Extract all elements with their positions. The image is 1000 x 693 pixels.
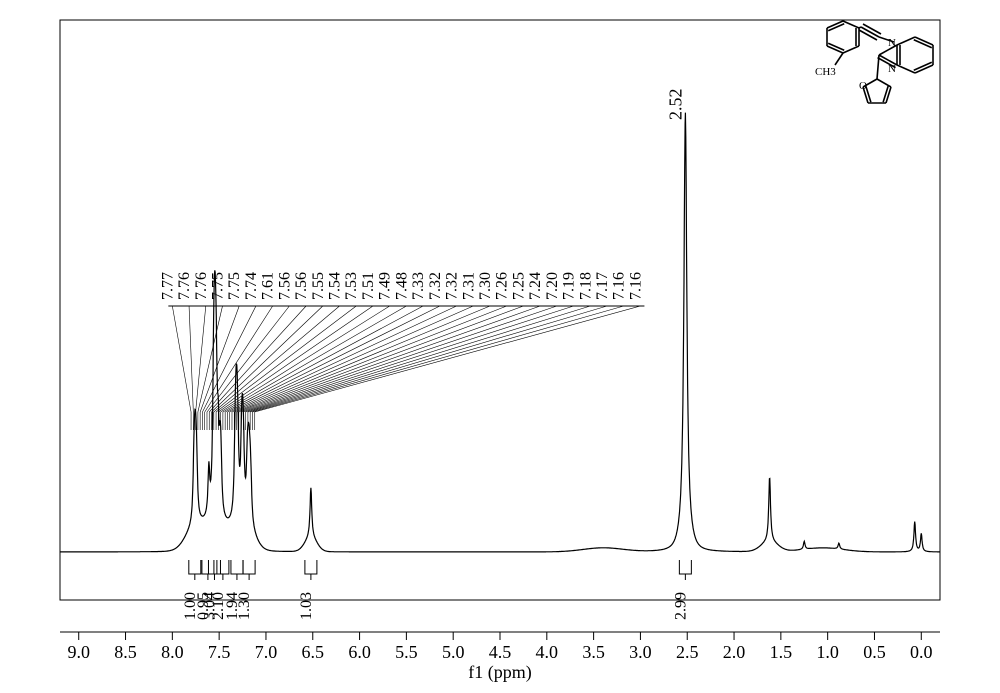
x-tick-label: 4.5 [489, 642, 512, 662]
multiplet-value: 7.18 [577, 272, 594, 300]
x-tick-label: 4.0 [536, 642, 559, 662]
multiplet-value: 7.19 [561, 272, 578, 300]
x-tick-label: 2.5 [676, 642, 699, 662]
multiplet-value: 7.32 [444, 272, 461, 300]
svg-text:N: N [888, 63, 896, 75]
x-axis-label: f1 (ppm) [468, 662, 531, 683]
multiplet-value: 7.77 [159, 272, 176, 300]
integral-value: 1.03 [298, 592, 315, 620]
svg-text:N: N [888, 37, 896, 49]
multiplet-value: 7.26 [494, 272, 511, 300]
multiplet-value: 7.31 [460, 272, 477, 300]
integral-value: 2.99 [672, 592, 689, 620]
multiplet-value: 7.56 [276, 272, 293, 300]
multiplet-value: 7.53 [343, 272, 360, 300]
multiplet-value: 7.76 [193, 272, 210, 300]
multiplet-value: 7.17 [594, 272, 611, 300]
x-tick-label: 5.0 [442, 642, 465, 662]
x-tick-label: 8.5 [114, 642, 137, 662]
multiplet-value: 7.51 [360, 272, 377, 300]
multiplet-value: 7.61 [260, 272, 277, 300]
multiplet-value: 7.16 [627, 272, 644, 300]
x-tick-label: 7.5 [208, 642, 231, 662]
x-tick-label: 7.0 [255, 642, 278, 662]
multiplet-value: 7.75 [226, 272, 243, 300]
multiplet-value: 7.30 [477, 272, 494, 300]
multiplet-value: 7.20 [544, 272, 561, 300]
x-tick-label: 2.0 [723, 642, 746, 662]
multiplet-value: 7.74 [243, 272, 260, 300]
nmr-figure: 9.0 8.5 8.0 7.5 7.0 6.5 6.0 5.5 5.0 4.5 4.0 3.5 3.0 2… [0, 0, 1000, 693]
x-tick-label: 3.0 [629, 642, 652, 662]
integral-value: 1.30 [236, 592, 253, 620]
multiplet-value: 7.33 [410, 272, 427, 300]
peak-label: 2.52 [665, 89, 685, 121]
multiplet-value: 7.75 [209, 272, 226, 300]
x-tick-label: 1.0 [816, 642, 839, 662]
multiplet-value: 7.16 [611, 272, 628, 300]
structure-ch3-label: CH3 [815, 66, 836, 78]
x-tick-label: 0.0 [910, 642, 933, 662]
multiplet-value: 7.55 [310, 272, 327, 300]
x-tick-label: 1.5 [770, 642, 793, 662]
x-tick-label: 6.5 [302, 642, 325, 662]
multiplet-value: 7.48 [393, 272, 410, 300]
multiplet-value: 7.25 [510, 272, 527, 300]
x-tick-label: 0.5 [863, 642, 886, 662]
multiplet-value: 7.24 [527, 272, 544, 300]
x-tick-label: 8.0 [161, 642, 184, 662]
x-tick-label: 6.0 [348, 642, 371, 662]
x-tick-label: 5.5 [395, 642, 418, 662]
multiplet-value: 7.32 [427, 272, 444, 300]
multiplet-value: 7.49 [377, 272, 394, 300]
multiplet-value: 7.76 [176, 272, 193, 300]
multiplet-value: 7.56 [293, 272, 310, 300]
multiplet-value: 7.54 [327, 272, 344, 300]
x-tick-label: 3.5 [582, 642, 605, 662]
x-tick-label: 9.0 [67, 642, 90, 662]
svg-text:O: O [859, 80, 867, 92]
